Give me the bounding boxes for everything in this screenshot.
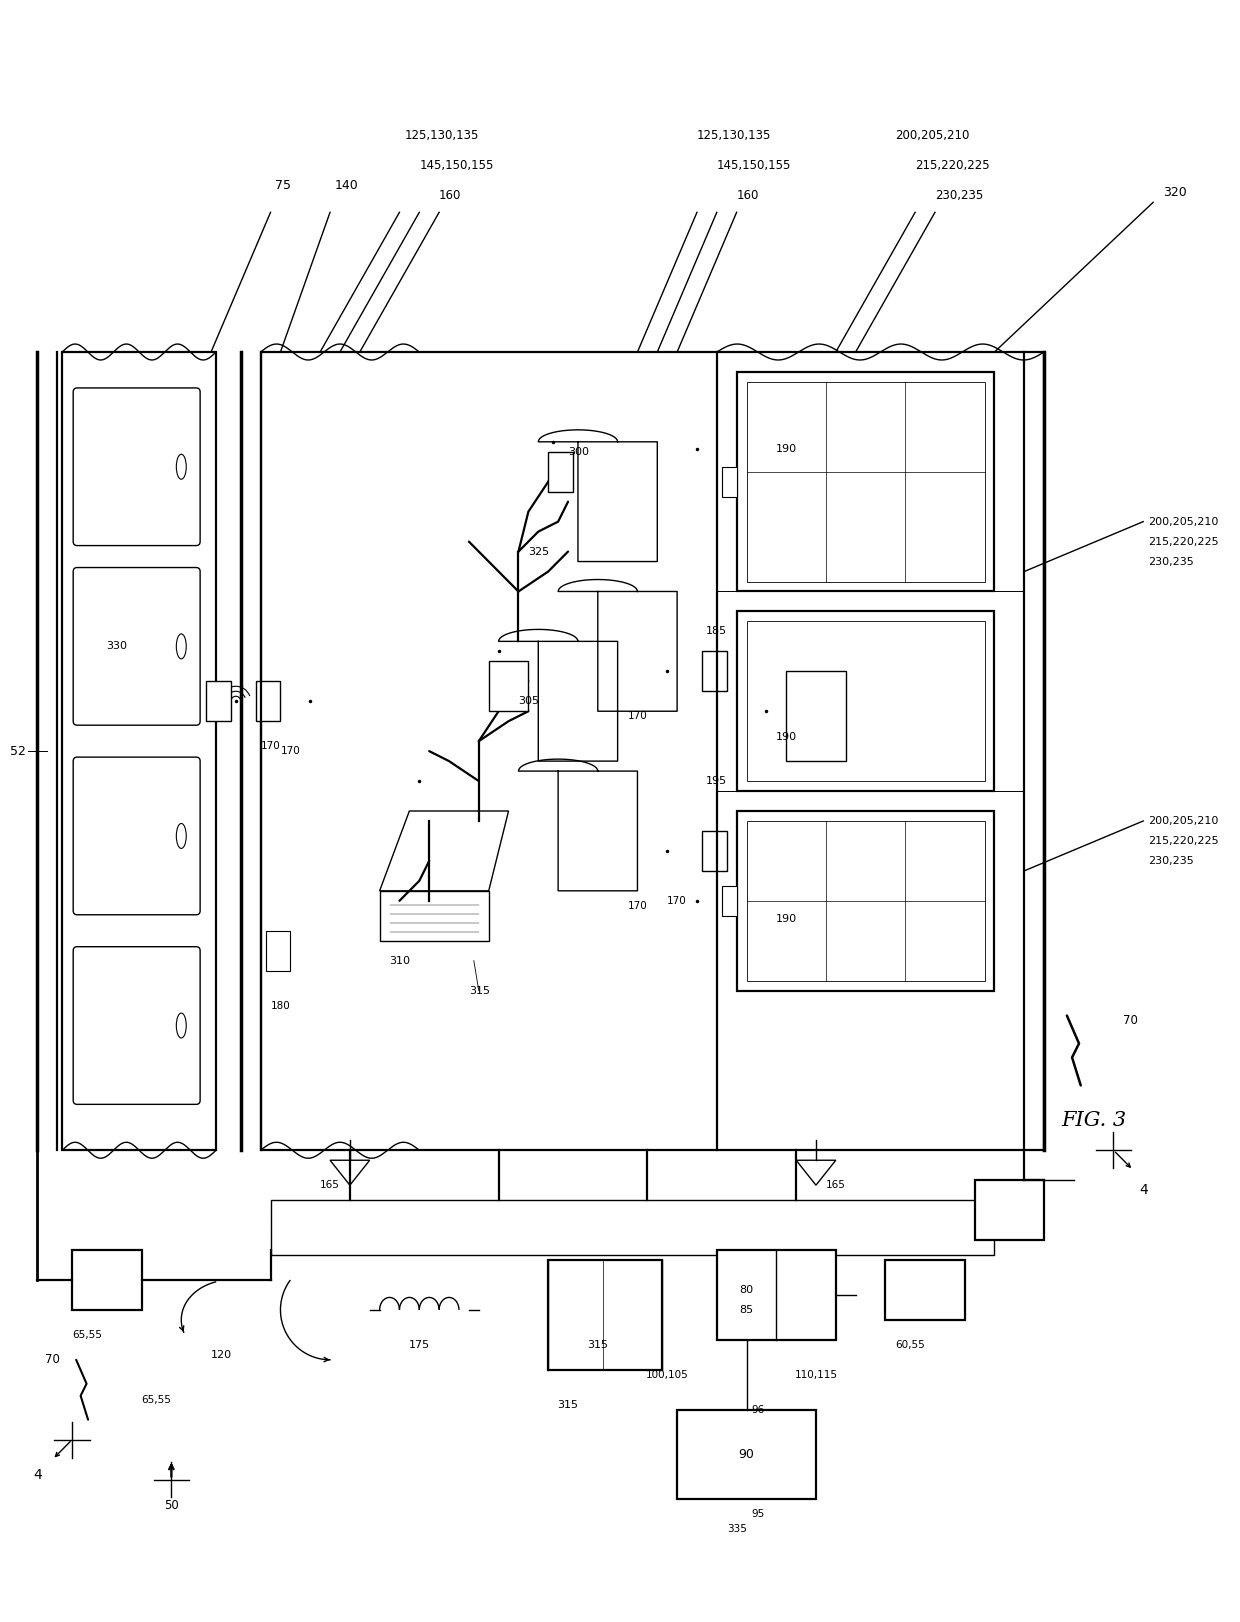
- Text: 160: 160: [737, 190, 759, 203]
- Text: 200,205,210: 200,205,210: [1148, 816, 1219, 826]
- Bar: [746, 821, 985, 981]
- Text: 145,150,155: 145,150,155: [717, 159, 791, 172]
- Text: 325: 325: [528, 547, 549, 556]
- Text: 315: 315: [588, 1340, 609, 1350]
- Text: 50: 50: [164, 1499, 179, 1512]
- Text: 190: 190: [776, 732, 797, 743]
- Bar: [786, 672, 846, 761]
- Text: 125,130,135: 125,130,135: [404, 130, 479, 143]
- Text: 65,55: 65,55: [72, 1330, 102, 1340]
- Text: 170: 170: [280, 746, 300, 756]
- Text: 335: 335: [727, 1525, 746, 1534]
- Bar: [746, 381, 985, 582]
- Text: 110,115: 110,115: [795, 1369, 837, 1380]
- Bar: [885, 1260, 965, 1320]
- Text: 230,235: 230,235: [1148, 856, 1194, 866]
- Bar: [255, 681, 280, 722]
- Bar: [702, 830, 727, 871]
- Text: 180: 180: [270, 1001, 290, 1011]
- Bar: [677, 1410, 816, 1499]
- Text: 85: 85: [739, 1306, 754, 1315]
- Text: 170: 170: [627, 900, 647, 912]
- Text: 175: 175: [409, 1340, 430, 1350]
- Text: 315: 315: [469, 986, 490, 996]
- Text: 70: 70: [1123, 1014, 1138, 1027]
- Text: 120: 120: [211, 1350, 232, 1359]
- Text: 96: 96: [751, 1405, 765, 1414]
- Text: 60,55: 60,55: [895, 1340, 925, 1350]
- Bar: [737, 611, 994, 792]
- Text: 160: 160: [439, 190, 461, 203]
- Text: 4: 4: [1138, 1182, 1147, 1197]
- Bar: [722, 886, 737, 916]
- Bar: [746, 621, 985, 782]
- Text: 170: 170: [667, 895, 687, 905]
- Text: 185: 185: [706, 626, 727, 636]
- Text: 330: 330: [107, 641, 128, 652]
- Text: 125,130,135: 125,130,135: [697, 130, 771, 143]
- Text: 145,150,155: 145,150,155: [419, 159, 494, 172]
- Text: 80: 80: [739, 1285, 754, 1294]
- FancyBboxPatch shape: [73, 757, 200, 915]
- Text: 300: 300: [568, 446, 589, 457]
- Bar: [62, 352, 216, 1150]
- Text: 230,235: 230,235: [935, 190, 983, 203]
- Text: 320: 320: [1163, 187, 1187, 200]
- FancyBboxPatch shape: [73, 947, 200, 1105]
- Text: 200,205,210: 200,205,210: [895, 130, 970, 143]
- Text: 230,235: 230,235: [1148, 556, 1194, 566]
- Text: 310: 310: [389, 955, 410, 965]
- Text: 100,105: 100,105: [646, 1369, 688, 1380]
- Text: 190: 190: [776, 444, 797, 454]
- Text: 4: 4: [33, 1468, 42, 1481]
- Bar: [737, 811, 994, 991]
- Text: 315: 315: [558, 1400, 579, 1410]
- Text: 90: 90: [739, 1448, 754, 1461]
- Text: 140: 140: [335, 180, 358, 193]
- Text: 215,220,225: 215,220,225: [1148, 537, 1219, 547]
- Bar: [270, 1200, 994, 1255]
- Text: 170: 170: [260, 741, 280, 751]
- Text: 305: 305: [518, 696, 539, 706]
- Text: 52: 52: [10, 744, 26, 757]
- Text: 215,220,225: 215,220,225: [1148, 835, 1219, 847]
- Bar: [72, 1251, 141, 1311]
- Bar: [206, 681, 231, 722]
- FancyBboxPatch shape: [73, 388, 200, 545]
- Bar: [548, 1260, 662, 1369]
- Bar: [722, 467, 737, 496]
- Text: 190: 190: [776, 913, 797, 925]
- Text: FIG. 3: FIG. 3: [1061, 1111, 1126, 1131]
- Text: 215,220,225: 215,220,225: [915, 159, 990, 172]
- Text: 200,205,210: 200,205,210: [1148, 517, 1219, 527]
- Bar: [702, 652, 727, 691]
- Bar: [489, 662, 528, 710]
- Text: 95: 95: [751, 1510, 765, 1520]
- Text: 65,55: 65,55: [141, 1395, 171, 1405]
- Bar: [975, 1181, 1044, 1241]
- Bar: [737, 371, 994, 592]
- Text: 165: 165: [826, 1181, 846, 1191]
- Bar: [717, 1251, 836, 1340]
- Text: 165: 165: [320, 1181, 340, 1191]
- Bar: [265, 931, 290, 970]
- Bar: [379, 890, 489, 941]
- Text: 195: 195: [706, 775, 727, 787]
- Text: 75: 75: [275, 180, 291, 193]
- Bar: [260, 352, 1044, 1150]
- Bar: [548, 453, 573, 491]
- Text: 170: 170: [627, 710, 647, 722]
- FancyBboxPatch shape: [73, 568, 200, 725]
- Text: 70: 70: [45, 1353, 60, 1366]
